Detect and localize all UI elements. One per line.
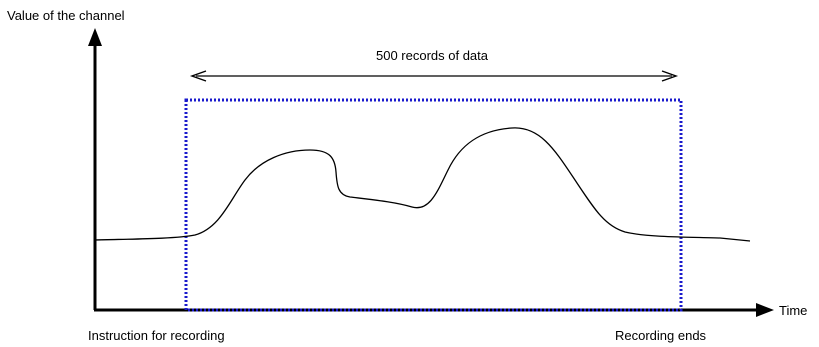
signal-curve bbox=[94, 127, 751, 242]
x-axis-arrow-icon bbox=[756, 303, 774, 317]
span-label: 500 records of data bbox=[376, 48, 489, 63]
y-axis-arrow-icon bbox=[88, 28, 102, 46]
start-label: Instruction for recording bbox=[88, 328, 225, 343]
span-double-arrow bbox=[189, 70, 679, 82]
span-arrow-left-icon bbox=[189, 70, 207, 82]
span-arrow-right-icon bbox=[661, 70, 679, 82]
x-axis-title: Time bbox=[779, 303, 807, 318]
y-axis-title: Value of the channel bbox=[7, 8, 125, 23]
end-label: Recording ends bbox=[615, 328, 707, 343]
recording-window bbox=[184, 98, 683, 312]
y-axis bbox=[88, 28, 102, 310]
